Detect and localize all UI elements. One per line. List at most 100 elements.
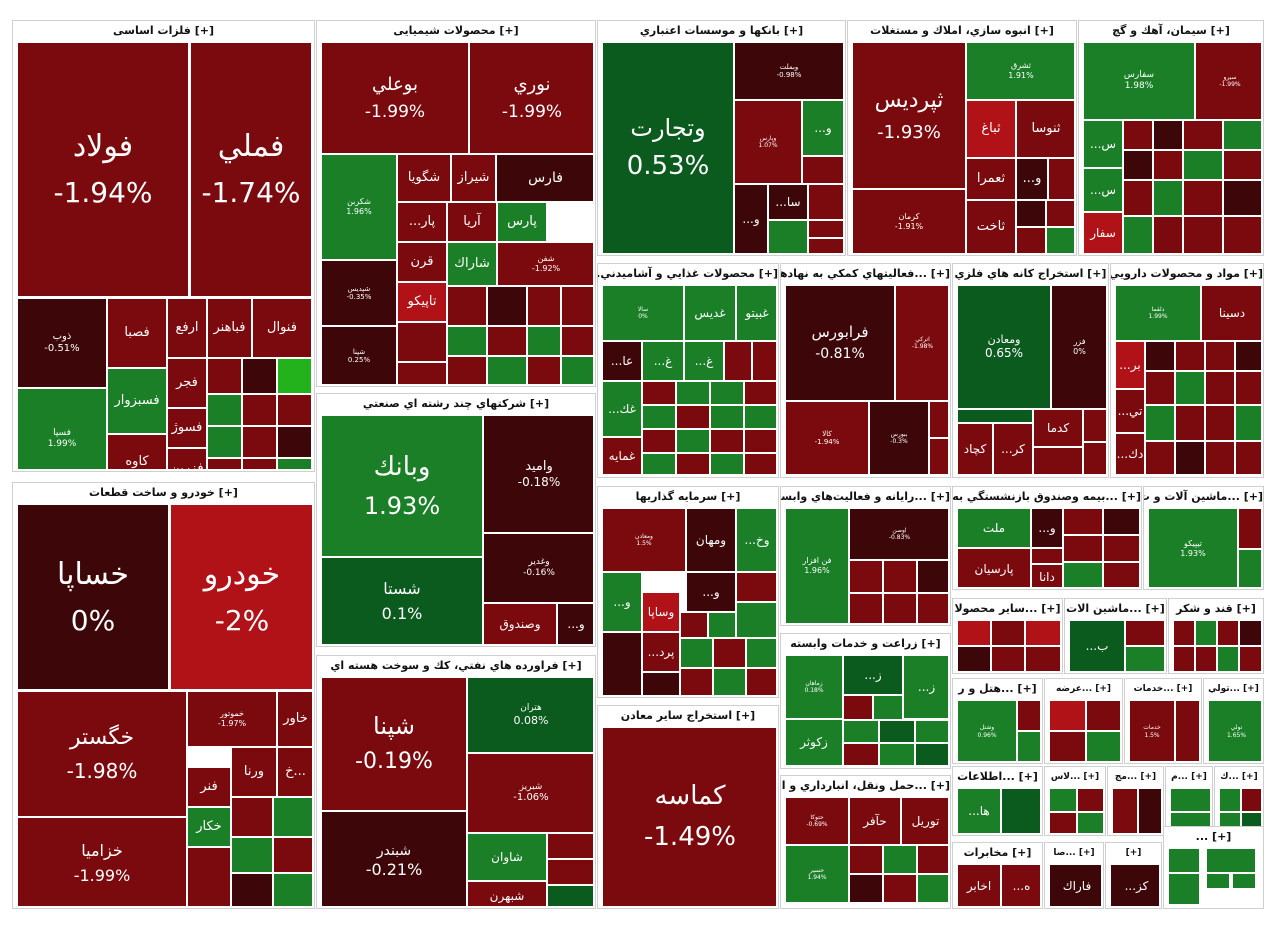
stock-tile-small[interactable] [1235, 341, 1261, 371]
stock-tile[interactable]: تيپيكو 1.93% [1148, 508, 1238, 587]
sector-title[interactable]: [+] قند و شكر [1176, 602, 1256, 615]
stock-tile-small[interactable] [1183, 216, 1223, 253]
stock-tile-small[interactable] [273, 873, 312, 906]
stock-tile[interactable]: خاور [277, 691, 312, 747]
stock-tile-small[interactable] [397, 322, 447, 362]
stock-tile-small[interactable] [1016, 227, 1046, 253]
stock-tile-small[interactable] [547, 833, 593, 859]
stock-tile[interactable]: وتجارت 0.53% [602, 42, 734, 253]
stock-tile-small[interactable] [768, 220, 808, 253]
sector-title[interactable]: [+] محصولات شیمیایی [393, 24, 519, 37]
stock-tile[interactable]: زكوثر [785, 719, 843, 766]
stock-tile[interactable]: فسپا 1.99% [17, 388, 107, 469]
stock-tile[interactable]: اتركي -1.98% [895, 285, 948, 401]
stock-tile-small[interactable] [547, 885, 593, 906]
stock-tile-small[interactable] [1241, 788, 1261, 812]
stock-tile-small[interactable] [1183, 180, 1223, 216]
stock-tile-small[interactable] [1112, 788, 1138, 833]
stock-tile[interactable]: فولاد -1.94% [17, 42, 189, 297]
stock-tile-small[interactable] [1195, 646, 1217, 671]
stock-tile-small[interactable] [1103, 508, 1139, 535]
stock-tile-small[interactable] [1123, 216, 1153, 253]
stock-tile[interactable]: بوعلي -1.99% [321, 42, 469, 154]
stock-tile[interactable]: ...تي [1115, 389, 1145, 433]
stock-tile-small[interactable] [207, 358, 242, 394]
stock-tile-small[interactable] [1031, 548, 1063, 564]
sector-title[interactable]: [+] ...مج [1114, 772, 1157, 782]
stock-tile-small[interactable] [1086, 731, 1120, 761]
stock-tile-small[interactable] [1025, 646, 1060, 671]
stock-tile[interactable]: ومهان [686, 508, 736, 572]
stock-tile[interactable]: كدما [1033, 409, 1083, 447]
stock-tile-small[interactable] [708, 612, 736, 638]
stock-tile[interactable]: شاراك [447, 242, 497, 286]
stock-tile-small[interactable] [843, 720, 879, 743]
stock-tile-small[interactable] [1223, 150, 1261, 180]
stock-tile-small[interactable] [527, 356, 561, 384]
stock-tile-small[interactable] [752, 341, 776, 381]
stock-tile-small[interactable] [849, 560, 883, 593]
stock-tile[interactable]: شبريز -1.06% [467, 753, 593, 833]
stock-tile[interactable]: هتران 0.08% [467, 677, 593, 753]
stock-tile[interactable]: ...بر [1115, 341, 1145, 389]
stock-tile-small[interactable] [1239, 620, 1261, 646]
sector-title[interactable]: [+] شركتهاي چند رشته اي صنعتي [362, 397, 550, 410]
stock-tile[interactable]: فصبا [107, 298, 167, 368]
stock-tile-small[interactable] [1175, 341, 1205, 371]
sector-title[interactable]: [+] مخابرات [963, 846, 1032, 859]
stock-tile-small[interactable] [1049, 812, 1077, 833]
stock-tile[interactable]: زماهان 0.18% [785, 655, 843, 719]
stock-tile[interactable]: توريل [901, 797, 948, 845]
stock-tile-small[interactable] [447, 326, 487, 356]
stock-tile-small[interactable] [1083, 442, 1106, 475]
sector-title[interactable]: [+] خودرو و ساخت قطعات [89, 486, 238, 499]
stock-tile-small[interactable] [1103, 535, 1139, 562]
stock-tile[interactable]: شستا 0.1% [321, 557, 483, 644]
stock-tile-small[interactable] [883, 845, 917, 874]
stock-tile[interactable]: كاوه [107, 434, 167, 469]
stock-tile[interactable]: ومعادن 0.65% [957, 285, 1051, 409]
stock-tile-small[interactable] [642, 672, 680, 695]
stock-tile-small[interactable] [1063, 562, 1103, 587]
stock-tile-small[interactable] [642, 381, 676, 405]
sector-title[interactable]: [+] ...عرضه [1055, 684, 1112, 694]
stock-tile-small[interactable] [527, 286, 561, 326]
stock-tile[interactable]: غمايه [602, 437, 642, 475]
stock-tile-small[interactable] [883, 593, 917, 623]
stock-tile-small[interactable] [713, 668, 746, 695]
stock-tile-small[interactable] [1153, 150, 1183, 180]
stock-tile-small[interactable] [744, 453, 776, 475]
stock-tile[interactable]: غبيتو [736, 285, 776, 341]
stock-tile-small[interactable] [676, 453, 710, 475]
stock-tile-small[interactable] [1175, 441, 1205, 475]
stock-tile-small[interactable] [1046, 227, 1074, 253]
stock-tile[interactable]: شبندر -0.21% [321, 811, 467, 906]
stock-tile[interactable]: حآفر [849, 797, 901, 845]
sector-title[interactable]: [+] زراعت و خدمات وابسته [790, 637, 941, 650]
stock-tile[interactable]: ...و [686, 572, 736, 612]
sector-title[interactable]: [+] ...بيمه وصندوق بازنشستگي به ج [953, 490, 1141, 503]
stock-tile-small[interactable] [447, 356, 487, 384]
sector-title[interactable]: [+] ...صا [1053, 848, 1095, 858]
stock-tile-small[interactable] [602, 632, 642, 695]
stock-tile-small[interactable] [676, 381, 710, 405]
stock-tile[interactable]: فزرين [167, 448, 207, 469]
sector-title[interactable]: [+] سيمان، آهك و گچ [1112, 24, 1230, 37]
stock-tile[interactable]: ...غ [642, 341, 684, 381]
stock-tile-small[interactable] [1183, 120, 1223, 150]
stock-tile-small[interactable] [1063, 508, 1103, 535]
stock-tile-small[interactable] [1223, 120, 1261, 150]
stock-tile[interactable]: ...عا [602, 341, 642, 381]
stock-tile-small[interactable] [1206, 848, 1256, 873]
stock-tile-small[interactable] [917, 560, 948, 593]
stock-tile-small[interactable] [744, 405, 776, 429]
stock-tile[interactable]: شفن -1.92% [497, 242, 593, 286]
stock-tile[interactable]: ثشرق 1.91% [966, 42, 1074, 100]
stock-tile-small[interactable] [277, 394, 312, 426]
stock-tile[interactable]: فسبزوار [107, 368, 167, 434]
stock-tile-small[interactable] [929, 401, 948, 438]
stock-tile-small[interactable] [273, 837, 312, 873]
sector-title[interactable]: [+] ...حمل ونقل، انبارداري و ارت [781, 779, 950, 792]
stock-tile-small[interactable] [1232, 873, 1256, 889]
stock-tile-small[interactable] [207, 426, 242, 458]
